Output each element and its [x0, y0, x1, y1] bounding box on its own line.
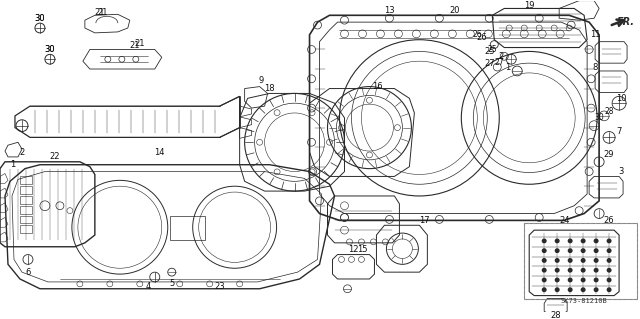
- Text: 6: 6: [25, 268, 31, 277]
- Circle shape: [594, 287, 598, 292]
- Circle shape: [594, 239, 598, 243]
- Text: 30: 30: [35, 14, 45, 23]
- Text: 21: 21: [95, 8, 105, 17]
- Text: 14: 14: [154, 147, 165, 157]
- Text: 8: 8: [593, 63, 598, 71]
- Circle shape: [580, 287, 586, 292]
- Circle shape: [607, 268, 612, 273]
- Text: 25: 25: [484, 47, 495, 56]
- Circle shape: [541, 268, 547, 273]
- Text: 25: 25: [488, 45, 497, 54]
- Circle shape: [594, 248, 598, 253]
- Text: 30: 30: [35, 14, 45, 23]
- Text: 3: 3: [618, 167, 624, 176]
- Text: 26: 26: [476, 33, 486, 42]
- Text: 4: 4: [145, 282, 150, 291]
- Circle shape: [568, 268, 573, 273]
- Text: 9: 9: [259, 76, 264, 85]
- Circle shape: [568, 239, 573, 243]
- Circle shape: [594, 258, 598, 263]
- Circle shape: [580, 268, 586, 273]
- Text: 10: 10: [616, 94, 627, 103]
- Circle shape: [580, 239, 586, 243]
- Text: FR.: FR.: [617, 17, 635, 27]
- Circle shape: [607, 239, 612, 243]
- Text: 2: 2: [19, 147, 24, 157]
- Text: 23: 23: [214, 282, 225, 291]
- Circle shape: [555, 287, 559, 292]
- Circle shape: [568, 258, 573, 263]
- Circle shape: [541, 239, 547, 243]
- Circle shape: [541, 278, 547, 282]
- Circle shape: [568, 278, 573, 282]
- Circle shape: [555, 278, 559, 282]
- Text: 13: 13: [384, 6, 395, 15]
- Text: 19: 19: [524, 1, 534, 10]
- Circle shape: [580, 248, 586, 253]
- Circle shape: [555, 258, 559, 263]
- Text: 29: 29: [604, 151, 614, 160]
- Circle shape: [594, 278, 598, 282]
- Text: 28: 28: [604, 107, 614, 115]
- Circle shape: [607, 258, 612, 263]
- Circle shape: [568, 248, 573, 253]
- Text: 27: 27: [484, 59, 495, 68]
- Text: 21: 21: [97, 8, 108, 17]
- Circle shape: [541, 248, 547, 253]
- Text: 26: 26: [604, 216, 614, 225]
- Circle shape: [594, 268, 598, 273]
- Text: 7: 7: [616, 127, 622, 136]
- Circle shape: [580, 278, 586, 282]
- Text: 21: 21: [129, 41, 140, 50]
- Text: 18: 18: [264, 84, 275, 93]
- Circle shape: [580, 258, 586, 263]
- Circle shape: [555, 239, 559, 243]
- Text: 2: 2: [499, 52, 504, 61]
- Text: 11: 11: [590, 30, 600, 39]
- Circle shape: [607, 248, 612, 253]
- Text: 21: 21: [134, 39, 145, 48]
- Text: 30: 30: [45, 45, 55, 54]
- Text: 26: 26: [472, 30, 482, 39]
- Circle shape: [568, 287, 573, 292]
- Text: SK73-81210B: SK73-81210B: [561, 299, 607, 304]
- Text: 20: 20: [449, 6, 460, 15]
- Text: 5: 5: [169, 279, 174, 288]
- Text: 12: 12: [348, 245, 359, 254]
- Text: 17: 17: [419, 216, 429, 225]
- Text: 28: 28: [551, 311, 561, 319]
- Text: 24: 24: [559, 216, 570, 225]
- Circle shape: [607, 287, 612, 292]
- Text: 1: 1: [504, 63, 510, 71]
- Circle shape: [541, 287, 547, 292]
- Circle shape: [555, 268, 559, 273]
- Circle shape: [541, 258, 547, 263]
- Text: 30: 30: [594, 113, 604, 122]
- Text: 22: 22: [50, 152, 60, 161]
- Text: 1: 1: [10, 160, 15, 169]
- Text: 16: 16: [372, 82, 383, 91]
- Text: 15: 15: [357, 245, 368, 254]
- Text: 27: 27: [495, 58, 504, 67]
- Text: 30: 30: [45, 45, 55, 54]
- Circle shape: [607, 278, 612, 282]
- Circle shape: [555, 248, 559, 253]
